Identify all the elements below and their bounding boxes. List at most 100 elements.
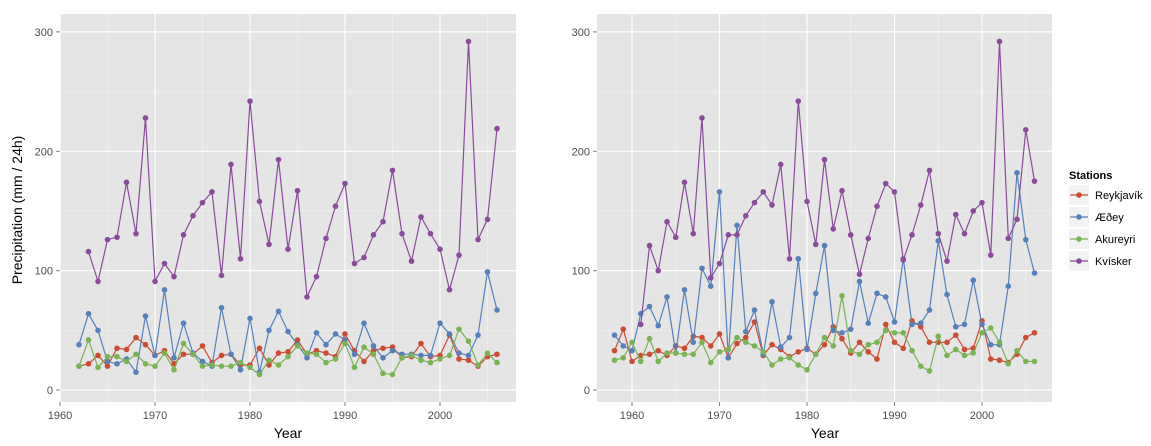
data-point [247,364,253,371]
data-point [699,115,705,121]
data-point [161,286,168,293]
data-point [882,180,889,187]
legend-item: Reykjavík [1069,185,1143,205]
legend-item: Kvísker [1069,251,1132,271]
data-point [218,363,225,369]
data-point [190,351,196,358]
data-point [681,345,688,352]
legend-key-point [1076,214,1082,220]
legend-key-point [1076,258,1082,264]
data-point [133,334,139,341]
data-point [970,208,977,214]
data-point [104,363,111,369]
data-point [427,359,434,366]
data-point [114,353,120,360]
data-point [218,272,225,279]
data-point [114,234,120,241]
data-point [380,218,386,225]
data-point [795,255,802,262]
data-point [323,235,329,242]
data-point [256,198,263,205]
data-point [707,343,714,349]
right-series-kv-sker [637,38,1038,328]
data-point [909,232,915,238]
data-point [961,352,968,359]
data-point [465,38,472,45]
data-point [304,350,310,356]
data-point [952,332,959,338]
data-point [917,202,924,208]
data-point [821,334,828,341]
data-point [672,234,679,241]
data-point [900,329,907,336]
data-point [484,350,491,356]
y-tick-label: 300 [35,27,53,39]
left-plot-series [76,38,500,378]
data-point [637,321,644,328]
data-point [821,242,828,249]
data-point [917,363,924,369]
right-series-akureyri [611,292,1038,374]
data-point [1005,360,1012,367]
data-point [484,216,491,223]
legend-item: Æðey [1069,207,1124,227]
data-point [830,343,837,349]
data-point [664,294,670,300]
series-line [640,41,1036,325]
data-point [180,340,187,347]
data-point [256,345,263,352]
data-point [742,334,749,341]
data-point [389,371,396,378]
data-point [228,161,234,168]
x-tick-label: 1980 [795,410,819,422]
data-point [874,356,880,362]
data-point [475,362,481,368]
data-point [996,339,1003,346]
data-point [1031,329,1038,336]
data-point [294,337,301,343]
data-point [629,347,635,354]
left-plot-tick-labels: 1960 1970 1980 1990 2000 0 100 200 300 [35,27,453,422]
data-point [456,252,462,258]
data-point [979,199,985,206]
data-point [926,167,933,174]
data-point [795,98,802,104]
data-point [751,307,758,313]
data-point [655,347,662,354]
data-point [304,355,310,361]
data-point [830,226,837,232]
data-point [952,211,959,218]
left-y-axis-title: Precipitation (mm / 24h) [9,136,25,285]
data-point [952,323,959,330]
data-point [370,351,377,358]
data-point [399,230,405,237]
data-point [637,358,644,365]
data-point [1005,235,1012,242]
data-point [142,115,149,121]
data-point [152,363,158,369]
data-point [85,337,92,343]
data-point [926,368,933,374]
data-point [456,326,462,332]
data-point [1022,127,1029,133]
data-point [865,349,872,355]
data-point [465,357,472,364]
data-point [646,242,653,249]
data-point [76,363,82,369]
data-point [646,303,653,310]
data-point [427,352,434,359]
data-point [847,347,854,354]
data-point [690,339,697,346]
data-point [171,366,177,373]
data-point [672,350,679,356]
y-tick-label: 0 [584,385,590,397]
data-point [323,359,329,366]
data-point [446,286,453,293]
data-point [979,329,985,336]
data-point [987,341,994,348]
data-point [987,325,994,331]
data-point [190,212,196,219]
left-chart-panel: 1960 1970 1980 1990 2000 0 100 200 300 Year Prec… [9,14,516,441]
data-point [494,125,500,132]
data-point [786,355,793,361]
